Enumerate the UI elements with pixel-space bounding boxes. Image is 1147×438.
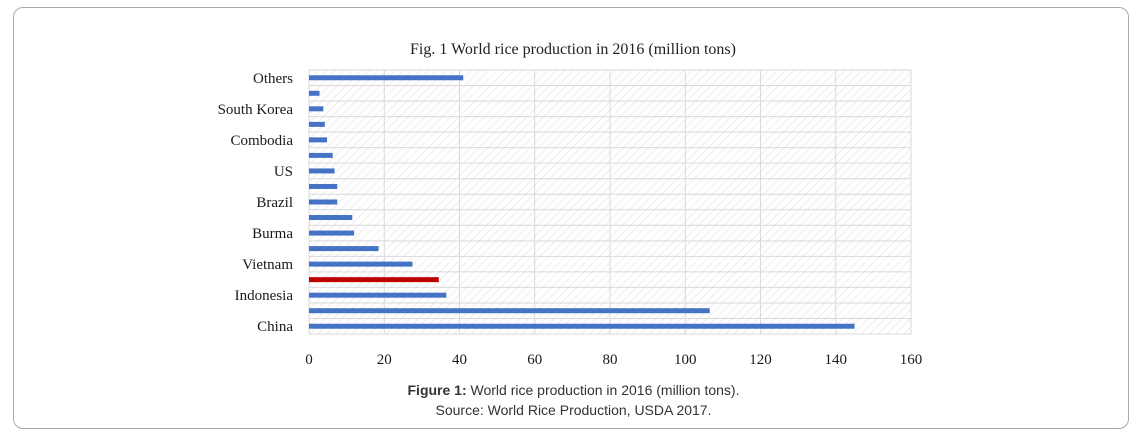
category-label: Burma: [252, 226, 293, 242]
category-label: Vietnam: [242, 257, 293, 273]
bars: [309, 75, 855, 329]
x-tick-label: 60: [527, 352, 542, 368]
category-label: South Korea: [218, 102, 294, 118]
bar: [309, 183, 338, 189]
bar: [309, 308, 710, 314]
category-label: Indonesia: [235, 288, 294, 304]
bar: [309, 215, 353, 221]
x-tick-label: 120: [749, 352, 772, 368]
category-label: US: [274, 164, 293, 180]
category-label: Others: [253, 71, 293, 87]
x-tick-label: 160: [900, 352, 923, 368]
bar-brazil: [309, 199, 338, 205]
bar-south-korea: [309, 106, 324, 112]
bar-us: [309, 168, 335, 174]
chart-title: Fig. 1 World rice production in 2016 (mi…: [410, 41, 736, 58]
category-label: China: [257, 319, 293, 335]
figure-source: Source: World Rice Production, USDA 2017…: [435, 402, 712, 418]
caption-label: Figure 1:: [407, 382, 467, 398]
figure-caption: Figure 1: World rice production in 2016 …: [0, 382, 1147, 398]
category-labels: China Indonesia Vietnam Burma Brazil US Combod…: [218, 71, 294, 335]
x-tick-label: 80: [603, 352, 618, 368]
bar: [309, 121, 325, 127]
x-tick-label: 40: [452, 352, 467, 368]
bar-burma: [309, 230, 355, 236]
x-tick-label: 20: [377, 352, 392, 368]
bar-combodia: [309, 137, 328, 143]
bar: [309, 90, 320, 96]
x-tick-label: 100: [674, 352, 697, 368]
bar-vietnam: [309, 261, 413, 267]
bar: [309, 152, 333, 158]
caption-text: World rice production in 2016 (million t…: [466, 382, 740, 398]
bar-indonesia: [309, 292, 447, 298]
bar-chart: China Indonesia Vietnam Burma Brazil US Combod…: [218, 41, 923, 368]
bar: [309, 277, 439, 283]
x-tick-label: 140: [825, 352, 848, 368]
chart-panel: China Indonesia Vietnam Burma Brazil US Combod…: [197, 22, 948, 372]
x-axis-ticks: 0 20 40 60 80 100 120 140 160: [305, 352, 922, 368]
category-label: Combodia: [231, 133, 294, 149]
bar-others: [309, 75, 464, 81]
x-tick-label: 0: [305, 352, 313, 368]
category-label: Brazil: [256, 195, 293, 211]
grid: [308, 69, 912, 335]
bar: [309, 246, 379, 252]
bar-china: [309, 323, 855, 329]
